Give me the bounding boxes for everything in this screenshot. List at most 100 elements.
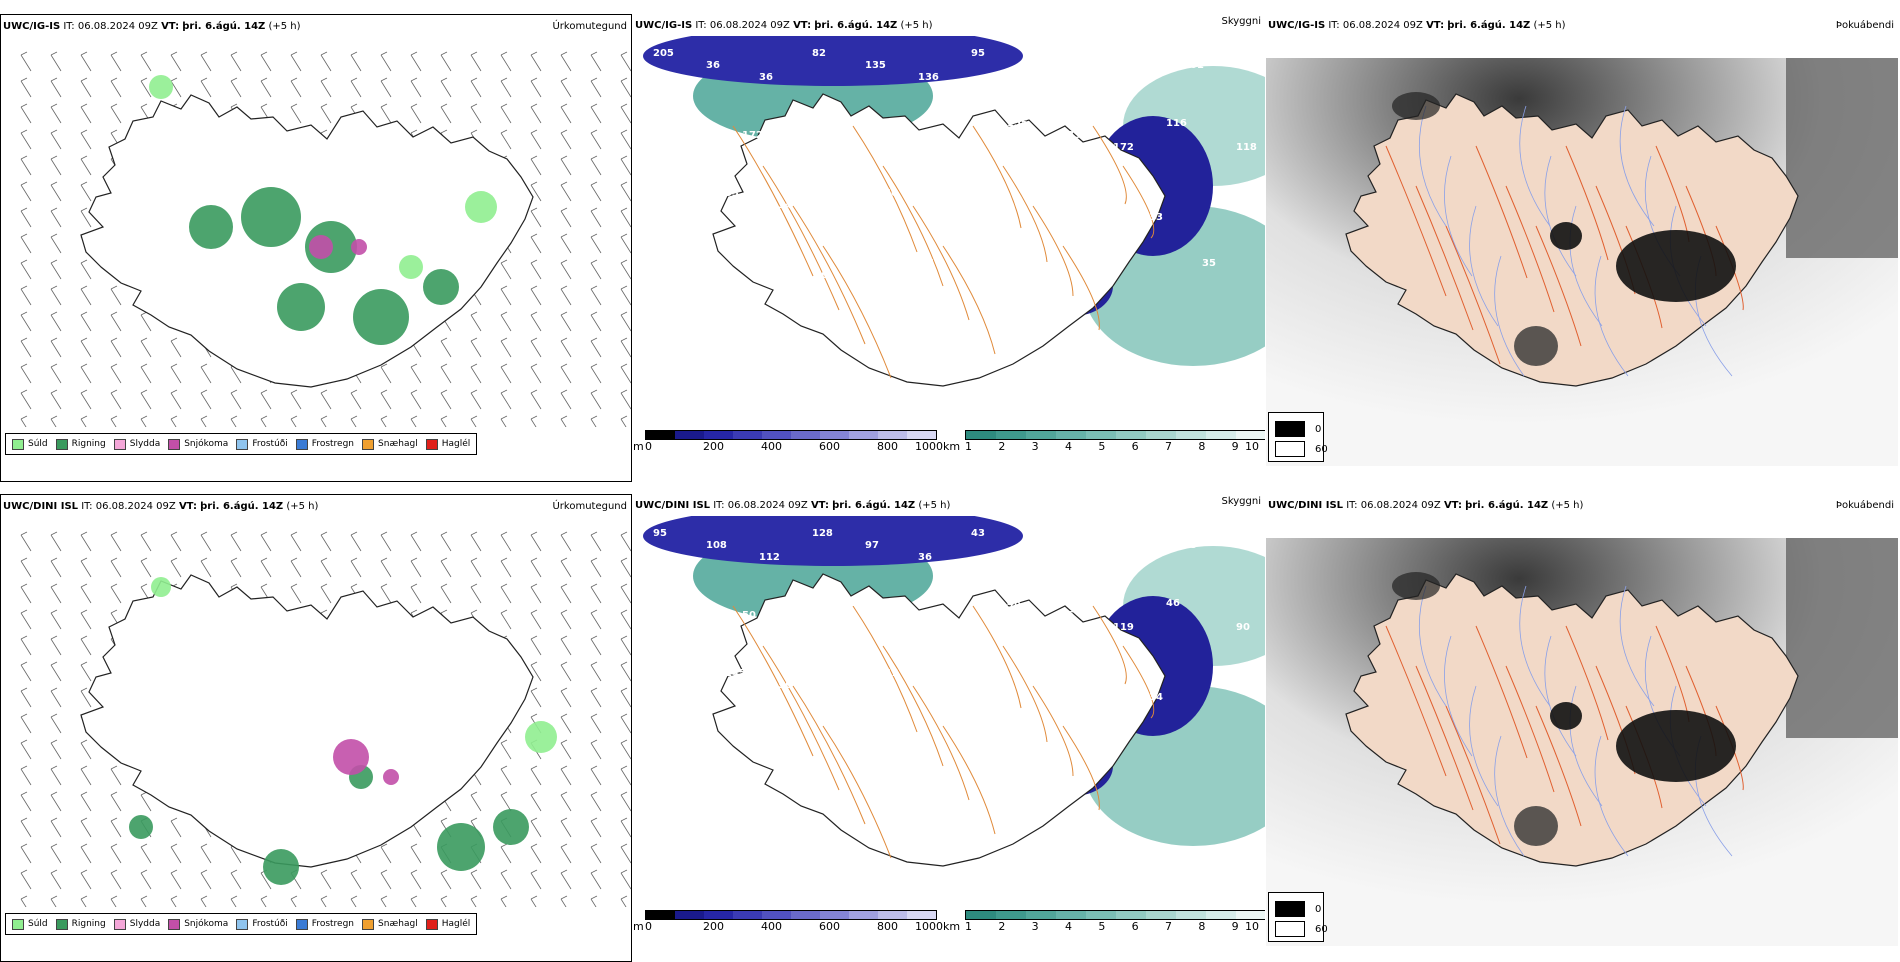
colorbar-segment [733,431,762,439]
colorbar-tick: 4 [1065,920,1072,933]
precip-area [277,283,325,331]
precip-area [241,187,301,247]
legend-label: Haglél [441,439,471,449]
colorbar-tick: 8 [1198,440,1206,453]
legend-swatch [295,438,308,450]
panel-header: UWC/IG-IS IT: 06.08.2024 09Z VT: þri. 6.… [1268,20,1566,31]
cloud-base-value: 36 [831,692,845,703]
legend-swatch [362,438,375,450]
fog-area [1392,572,1440,600]
colorbar-segment [733,911,762,919]
cloud-base-value: 82 [812,48,826,59]
precip-map [20,531,631,907]
colorbar-segment [849,911,878,919]
legend-item: Snjókoma [168,918,229,930]
colorbar-tick: 7 [1165,440,1172,453]
colorbar-tick: 1 [965,920,972,933]
cloud-base-value: 95 [1183,540,1197,551]
precip-area [129,815,153,839]
legend-swatch [295,918,308,930]
cloud-base-value: 47 [1219,680,1233,691]
precip-area [353,289,409,345]
cloud-base-value: 39 [1219,200,1233,211]
legend-swatch [55,918,68,930]
cloud-base-value: 116 [1166,118,1187,129]
cloud-base-value: 37 [672,212,686,223]
cloud-base-value: 97 [865,540,879,551]
cloud-base-value: 46 [1166,598,1180,609]
legend-swatch [168,438,181,450]
legend-item: Frostúði [236,918,288,930]
panel-header: UWC/DINI ISL IT: 06.08.2024 09Z VT: þri.… [3,501,319,512]
legend-item: Haglél [425,438,471,450]
colorbar-segment [878,431,907,439]
panel-header: UWC/DINI ISL IT: 06.08.2024 09Z VT: þri.… [1268,500,1584,511]
colorbar-segment [675,431,704,439]
legend-label: Haglél [441,919,471,929]
visibility-map: 95 108 112 128 97 36 43 35 48 92 95 90 52 50 96 195 111 4… [633,516,1265,906]
cloud-base-value: 96 [795,622,809,633]
colorbar-tick: 400 [761,920,782,933]
fog-map [1266,538,1898,946]
cloud-base-value: 36 [918,552,932,563]
cloud-base-value: 205 [653,48,674,59]
colorbar-tick: 10 [1245,440,1259,453]
cloud-base-value: 50 [742,610,756,621]
cloud-base-value: 136 [918,72,939,83]
cloud-base-value: 71 [1096,200,1110,211]
legend-item: Snæhagl [362,438,418,450]
colorbar-segment [646,431,675,439]
legend-item: Súld [12,438,48,450]
colorbar-tick: 3 [1031,920,1039,933]
precip-area [423,269,459,305]
fog-area [1616,230,1736,302]
legend-swatch [12,918,24,930]
cloud-base-value: 43 [867,282,881,293]
colorbar-tick: 9 [1231,440,1239,453]
precip-legend: Súld Rigning Slydda Snjókoma Frostúði Frostre… [5,913,478,935]
colorbar-segment [1116,431,1146,439]
colorbar-segment [1086,431,1116,439]
panel-title: Skyggni [1221,16,1261,27]
cloud-base-value: 195 [848,598,869,609]
legend-swatch [113,438,126,450]
cloud-base-value: 155 [1007,118,1028,129]
cloud-base-value: 43 [971,528,985,539]
legend-swatch [113,918,126,930]
colorbar-segment [1176,431,1206,439]
colorbar-tick: 6 [1131,920,1139,933]
cloud-base-value: 33 [708,282,722,293]
cloud-base-value: 86 [795,142,809,153]
legend-label: Snjókoma [184,919,229,929]
panel-title: Þokuábendi [1835,500,1894,511]
legend-label: Snæhagl [378,919,418,929]
precip-area [151,577,171,597]
legend-label: Snjókoma [184,439,229,449]
cloud-base-value: 35 [990,212,1004,223]
cloud-base-value: 26 [814,270,828,281]
legend-label: Frostúði [252,439,288,449]
fog-swatch-0 [1275,421,1305,437]
colorbar-segment [1056,911,1086,919]
cloud-base-value: 135 [865,60,886,71]
legend-label: Snæhagl [378,439,418,449]
colorbar-segment [762,911,791,919]
colorbar-segment [907,431,936,439]
colorbar-segment [966,431,996,439]
legend-label: Rigning [71,439,106,449]
legend-item: Snæhagl [362,918,418,930]
legend-item: Snjókoma [168,438,229,450]
precip-area [399,255,423,279]
legend-label: Súld [28,919,48,929]
cloud-base-value: 56 [1060,610,1074,621]
fog-legend: 0 60 [1268,412,1328,462]
fog-area [1514,326,1558,366]
colorbar-tick: 5 [1098,440,1106,453]
precip-type-panel-row2: UWC/DINI ISL IT: 06.08.2024 09Z VT: þri.… [0,494,632,962]
colorbar-tick: 2 [998,440,1006,453]
cloud-base-value: 35 [1202,258,1216,269]
colorbar-tick: 10 [1245,920,1259,933]
fog-swatch-60 [1275,441,1305,457]
cloud-base-value: 44 [990,692,1004,703]
cloud-base-value: 92 [1130,528,1144,539]
